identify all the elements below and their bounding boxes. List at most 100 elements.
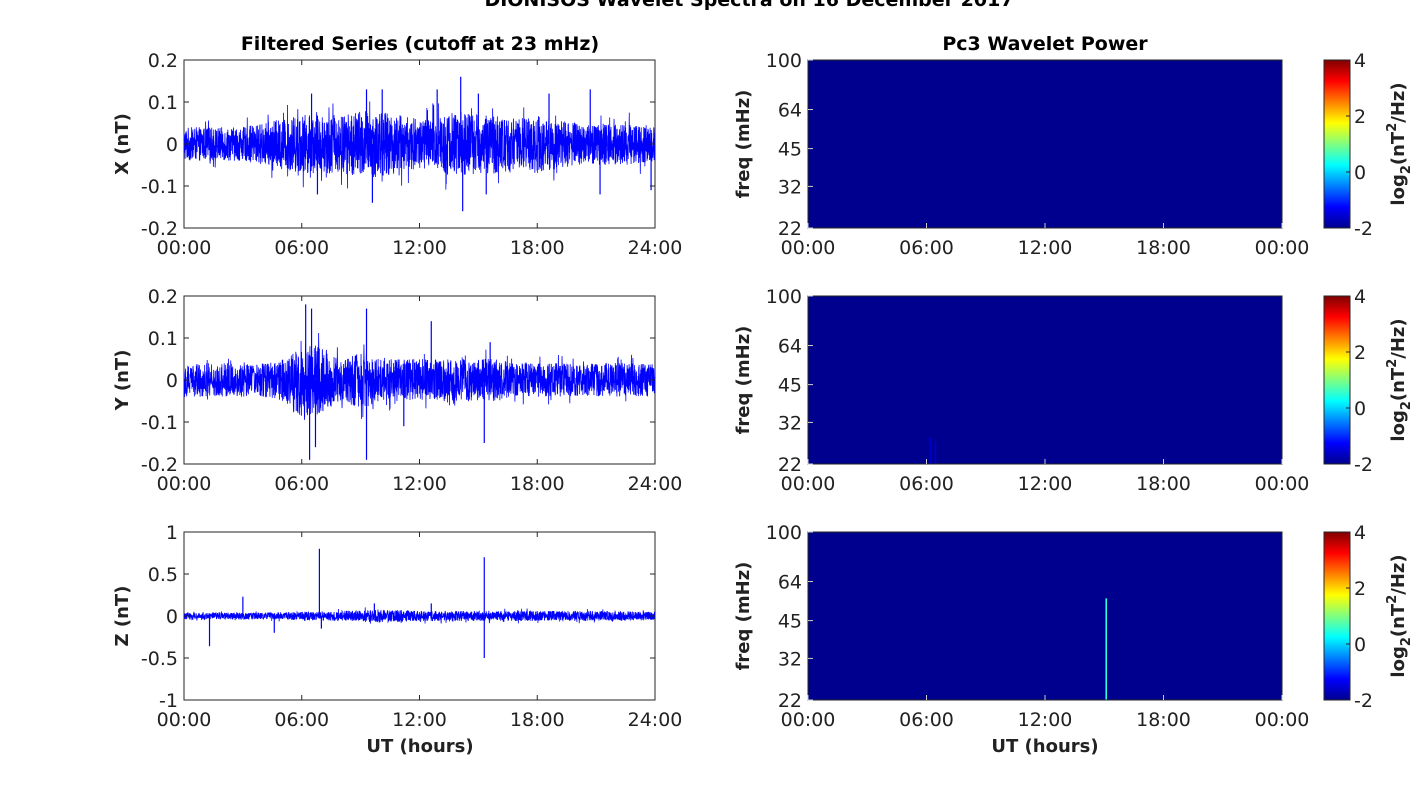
y-tick-label: 0.1: [148, 328, 178, 350]
series-panel-y: 0.2 0.1 0 -0.1 -0.200:00 06:00 12:00 18:00 24:00…: [112, 286, 682, 495]
left-column-title: Filtered Series (cutoff at 23 mHz): [241, 33, 599, 55]
heatmap-feature: [934, 441, 937, 464]
colorbar-label: log2(nT2/Hz): [1385, 554, 1414, 677]
signal-trace: [184, 607, 655, 624]
y-tick-label: 32: [778, 176, 802, 198]
x-tick-label: 00:00: [781, 473, 836, 495]
x-tick-label: 24:00: [628, 473, 683, 495]
colorbar: 4 2 0 -2 log2(nT2/Hz): [1323, 286, 1414, 476]
y-tick-label: 0: [166, 134, 178, 156]
colorbar: 4 2 0 -2 log2(nT2/Hz): [1323, 522, 1414, 712]
y-tick-label: -0.2: [141, 218, 178, 240]
heatmap-background: [808, 532, 1282, 700]
x-tick-label: 18:00: [1136, 237, 1191, 259]
colorbar-gradient: [1323, 59, 1351, 229]
y-tick-label: 45: [778, 611, 802, 633]
x-tick-label: 00:00: [1255, 709, 1310, 731]
colorbar-tick-label: -2: [1354, 690, 1373, 712]
y-tick-label: 0.2: [148, 50, 178, 72]
right-column-title: Pc3 Wavelet Power: [942, 33, 1148, 55]
x-tick-label: 18:00: [1136, 473, 1191, 495]
x-tick-label: 06:00: [899, 237, 954, 259]
series-panel-z: 1 0.5 0 -0.5 -100:00 06:00 12:00 18:00 24:00 Z (n…: [112, 522, 682, 731]
x-tick-label: 06:00: [899, 709, 954, 731]
series-panel-x: 0.2 0.1 0 -0.1 -0.200:00 06:00 12:00 18:00 24:00…: [112, 50, 682, 259]
y-tick-label: 100: [766, 522, 802, 544]
colorbar-tick-label: 0: [1354, 398, 1366, 420]
heatmap-feature: [929, 437, 932, 464]
x-tick-label: 18:00: [510, 709, 565, 731]
x-tick-label: 06:00: [274, 473, 329, 495]
y-axis-label: freq (mHz): [733, 326, 754, 435]
y-tick-label: 0.2: [148, 286, 178, 308]
y-tick-label: -0.2: [141, 454, 178, 476]
y-tick-label: 0: [166, 370, 178, 392]
colorbar-tick-label: 4: [1354, 50, 1366, 72]
y-tick-label: 32: [778, 412, 802, 434]
colorbar-tick-label: 4: [1354, 522, 1366, 544]
x-tick-label: 24:00: [628, 709, 683, 731]
heatmap-feature: [1105, 598, 1108, 700]
colorbar-tick-label: 0: [1354, 634, 1366, 656]
colorbar-label: log2(nT2/Hz): [1385, 318, 1414, 441]
x-tick-label: 18:00: [510, 473, 565, 495]
x-tick-label: 12:00: [392, 709, 447, 731]
signal-trace: [184, 333, 655, 420]
y-tick-label: 0.1: [148, 92, 178, 114]
figure-suptitle: DIONISOS Wavelet Spectra on 16 December …: [484, 0, 1013, 11]
x-tick-label: 12:00: [1018, 237, 1073, 259]
x-tick-label: 12:00: [1018, 473, 1073, 495]
colorbar-tick-label: 2: [1354, 106, 1366, 128]
y-tick-label: 32: [778, 648, 802, 670]
colorbar-tick-label: 0: [1354, 162, 1366, 184]
y-tick-label: 64: [778, 100, 802, 122]
colorbar-tick-label: 2: [1354, 578, 1366, 600]
x-tick-label: 06:00: [899, 473, 954, 495]
x-tick-label: 00:00: [781, 237, 836, 259]
left-x-axis-label: UT (hours): [366, 736, 473, 757]
x-tick-label: 00:00: [1255, 473, 1310, 495]
y-axis-label: Y (nT): [112, 350, 133, 412]
y-tick-label: 45: [778, 375, 802, 397]
colorbar-gradient: [1323, 531, 1351, 701]
signal-trace: [184, 101, 655, 190]
x-tick-label: 24:00: [628, 237, 683, 259]
y-tick-label: 1: [166, 522, 178, 544]
colorbar-tick-label: 4: [1354, 286, 1366, 308]
x-tick-label: 18:00: [1136, 709, 1191, 731]
x-tick-label: 12:00: [392, 473, 447, 495]
x-tick-label: 12:00: [392, 237, 447, 259]
colorbar-tick-label: -2: [1354, 454, 1373, 476]
heatmap-background: [808, 60, 1282, 228]
y-tick-label: 0.5: [148, 564, 178, 586]
x-tick-label: 00:00: [157, 237, 212, 259]
y-tick-label: -1: [159, 690, 178, 712]
y-tick-label: 64: [778, 336, 802, 358]
y-tick-label: 0: [166, 606, 178, 628]
y-tick-label: 22: [778, 218, 802, 240]
y-tick-label: -0.5: [141, 648, 178, 670]
y-axis-label: X (nT): [112, 113, 133, 175]
y-tick-label: -0.1: [141, 176, 178, 198]
colorbar-label: log2(nT2/Hz): [1385, 82, 1414, 205]
colorbar: 4 2 0 -2 log2(nT2/Hz): [1323, 50, 1414, 240]
right-x-axis-label: UT (hours): [991, 736, 1098, 757]
x-tick-label: 00:00: [157, 709, 212, 731]
y-axis-label: Z (nT): [112, 586, 133, 647]
x-tick-label: 18:00: [510, 237, 565, 259]
x-tick-label: 06:00: [274, 237, 329, 259]
y-tick-label: 45: [778, 139, 802, 161]
y-tick-label: 22: [778, 690, 802, 712]
x-tick-label: 12:00: [1018, 709, 1073, 731]
y-tick-label: -0.1: [141, 412, 178, 434]
x-tick-label: 00:00: [1255, 237, 1310, 259]
colorbar-tick-label: 2: [1354, 342, 1366, 364]
y-axis-label: freq (mHz): [733, 562, 754, 671]
colorbar-gradient: [1323, 295, 1351, 465]
y-tick-label: 100: [766, 50, 802, 72]
y-tick-label: 64: [778, 572, 802, 594]
